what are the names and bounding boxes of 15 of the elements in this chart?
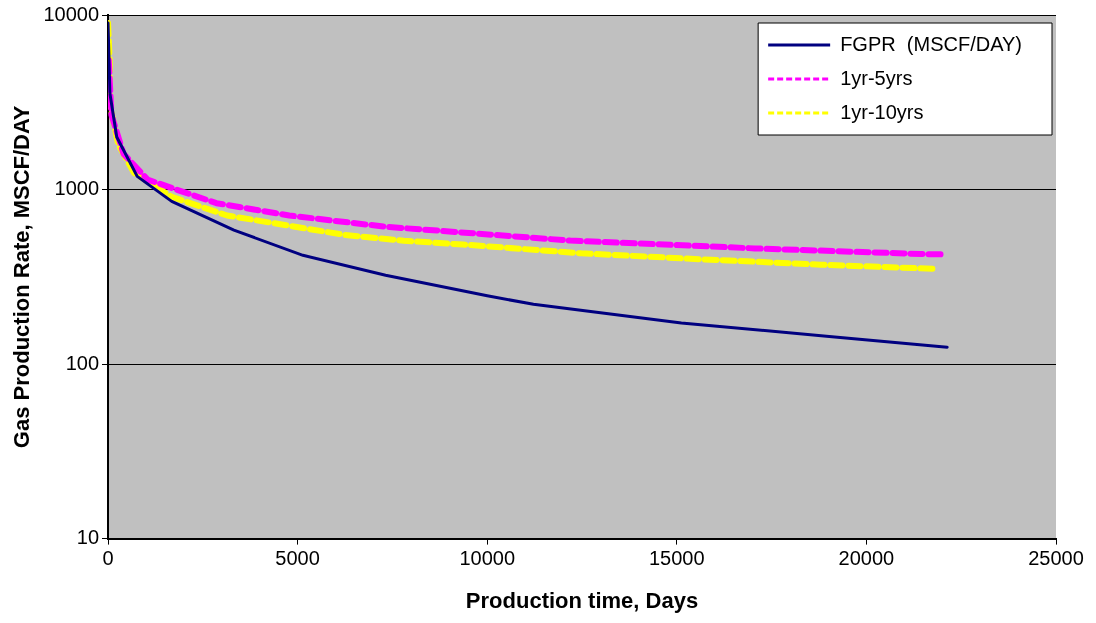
y-axis-title: Gas Production Rate, MSCF/DAY bbox=[9, 105, 35, 449]
x-axis-title: Production time, Days bbox=[465, 587, 699, 613]
x-tick-label: 10000 bbox=[459, 547, 516, 570]
x-tick-label: 20000 bbox=[838, 547, 895, 570]
y-tick-label: 10000 bbox=[43, 2, 100, 25]
y-tick-label: 10 bbox=[76, 526, 100, 549]
x-tick-label: 15000 bbox=[648, 547, 705, 570]
x-tick-label: 0 bbox=[102, 547, 114, 570]
legend-label: 1yr-10yrs bbox=[840, 100, 924, 123]
x-tick-label: 5000 bbox=[275, 547, 320, 570]
legend-label: FGPR (MSCF/DAY) bbox=[840, 32, 1023, 55]
legend-label: 1yr-5yrs bbox=[840, 66, 913, 89]
y-tick-label: 100 bbox=[65, 351, 100, 374]
y-tick-label: 1000 bbox=[54, 177, 100, 200]
x-tick-label: 25000 bbox=[1028, 547, 1084, 570]
